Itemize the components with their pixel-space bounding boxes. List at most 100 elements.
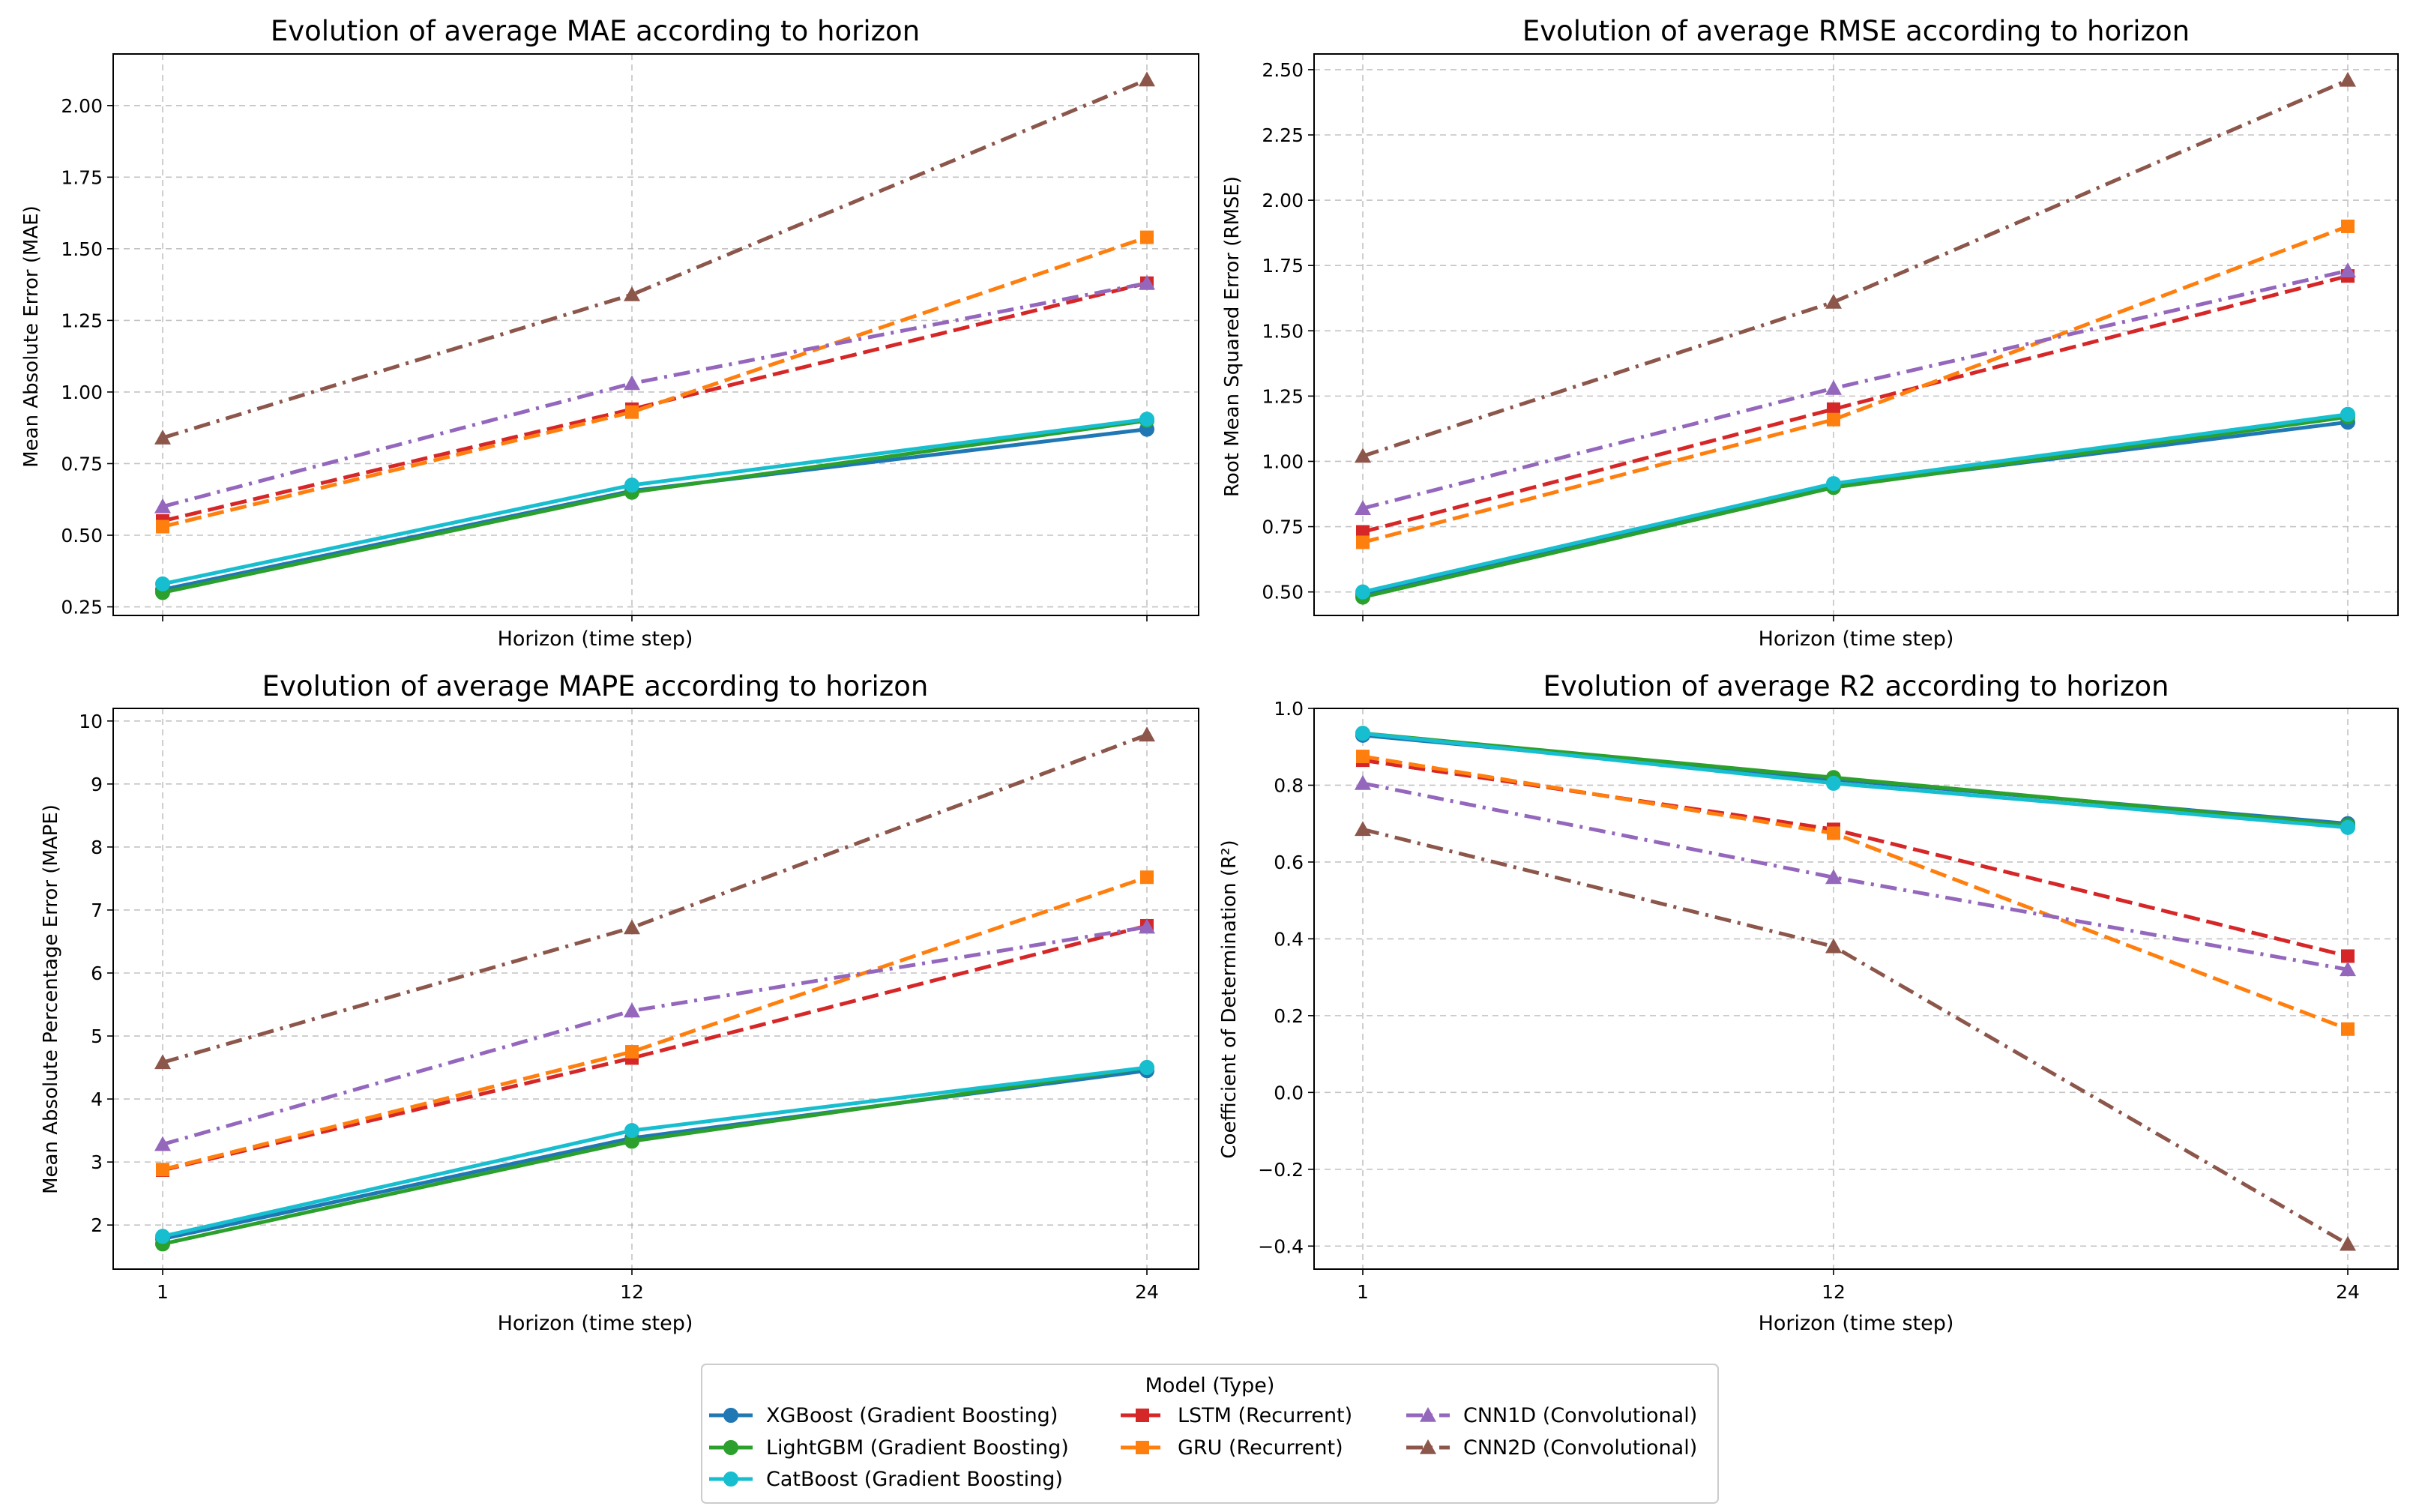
y-tick-label: −0.4: [1258, 1235, 1304, 1257]
data-point: [2341, 1022, 2355, 1036]
y-tick-label: 7: [91, 900, 103, 921]
x-axis-label: Horizon (time step): [1759, 627, 1954, 651]
data-point: [624, 1002, 640, 1018]
x-tick-label: 12: [620, 1281, 644, 1303]
legend-item: XGBoost (Gradient Boosting): [709, 1404, 1058, 1427]
y-tick-label: 2.25: [1262, 124, 1304, 146]
data-point: [1356, 750, 1370, 764]
data-point: [1827, 402, 1840, 416]
legend-label: XGBoost (Gradient Boosting): [766, 1404, 1058, 1427]
x-tick-label: 1: [157, 1281, 169, 1303]
data-point: [1139, 726, 1155, 742]
series-line: [1362, 224, 2349, 544]
plot-frame: [112, 53, 1199, 616]
series-line: [162, 875, 1148, 1172]
data-point: [1139, 71, 1155, 87]
data-point: [2340, 71, 2356, 87]
y-tick-label: 1.25: [61, 310, 103, 331]
data-point: [1139, 274, 1155, 290]
data-point: [155, 576, 170, 591]
data-point: [624, 286, 640, 301]
y-tick-label: 3: [91, 1151, 103, 1173]
y-tick-label: 1.00: [61, 382, 103, 403]
data-point: [1139, 1060, 1154, 1076]
data-point: [2340, 406, 2355, 422]
y-tick-label: 10: [79, 711, 103, 732]
legend-marker: [1420, 1407, 1436, 1422]
y-tick-label: 2.00: [1262, 190, 1304, 211]
data-point: [154, 498, 171, 513]
subplot-r2: Evolution of average R2 according to hor…: [1218, 670, 2399, 1335]
y-tick-label: 1.0: [1274, 698, 1304, 720]
y-tick-label: 6: [91, 963, 103, 984]
y-tick-label: 9: [91, 774, 103, 795]
data-point: [624, 1123, 639, 1139]
y-tick-label: 0.50: [61, 525, 103, 546]
data-point: [2340, 961, 2356, 977]
data-point: [1139, 918, 1155, 934]
legend-label: GRU (Recurrent): [1178, 1436, 1343, 1460]
data-point: [2341, 219, 2355, 233]
data-point: [1827, 826, 1840, 840]
data-point: [1355, 448, 1371, 463]
y-tick-label: 1.75: [1262, 255, 1304, 277]
data-point: [1825, 379, 1842, 395]
data-point: [2340, 262, 2356, 277]
legend-item: LightGBM (Gradient Boosting): [709, 1436, 1069, 1460]
legend-marker: [1420, 1439, 1436, 1454]
y-axis-label: Mean Absolute Error (MAE): [20, 205, 43, 468]
y-tick-label: 0.2: [1274, 1005, 1304, 1027]
legend-label: LightGBM (Gradient Boosting): [766, 1436, 1069, 1460]
data-point: [154, 1136, 171, 1151]
data-point: [1825, 293, 1842, 309]
data-point: [624, 919, 640, 935]
data-point: [2340, 819, 2355, 835]
y-tick-label: 0.8: [1274, 774, 1304, 796]
chart-title: Evolution of average MAE according to ho…: [271, 15, 920, 47]
subplot-rmse: Evolution of average RMSE according to h…: [1221, 15, 2399, 651]
y-tick-label: 0.75: [61, 453, 103, 475]
legend-item: CNN1D (Convolutional): [1406, 1404, 1697, 1427]
data-point: [1140, 870, 1154, 885]
legend-item: LSTM (Recurrent): [1121, 1404, 1352, 1427]
data-point: [1827, 412, 1840, 427]
legend-label: CNN2D (Convolutional): [1463, 1436, 1697, 1460]
data-point: [1355, 726, 1370, 741]
y-axis-label: Coefficient of Determination (R²): [1218, 840, 1241, 1158]
x-tick-label: 1: [1357, 1281, 1369, 1303]
y-tick-label: 2.00: [61, 95, 103, 117]
data-point: [1355, 500, 1371, 515]
data-point: [2340, 1235, 2356, 1251]
y-tick-label: 4: [91, 1088, 103, 1110]
y-tick-label: 1.00: [1262, 451, 1304, 472]
y-tick-label: 5: [91, 1025, 103, 1047]
legend-label: CNN1D (Convolutional): [1463, 1404, 1697, 1427]
chart-title: Evolution of average RMSE according to h…: [1522, 15, 2190, 47]
data-point: [625, 1045, 639, 1059]
x-tick-label: 24: [2336, 1281, 2360, 1303]
plot-frame: [1313, 708, 2399, 1270]
data-point: [624, 375, 640, 391]
legend: Model (Type) XGBoost (Gradient Boosting)…: [701, 1364, 1719, 1504]
data-point: [1826, 476, 1841, 492]
legend-marker: [1136, 1409, 1149, 1422]
y-tick-label: 0.4: [1274, 928, 1304, 950]
y-tick-label: −0.2: [1258, 1159, 1304, 1181]
chart-title: Evolution of average MAPE according to h…: [262, 670, 929, 702]
x-tick-label: 12: [1822, 1281, 1846, 1303]
y-axis-label: Root Mean Squared Error (RMSE): [1221, 176, 1244, 497]
y-tick-label: 2: [91, 1214, 103, 1236]
subplot-mae: Evolution of average MAE according to ho…: [20, 15, 1199, 651]
y-tick-label: 1.50: [61, 238, 103, 260]
data-point: [1825, 869, 1842, 885]
y-tick-label: 2.50: [1262, 59, 1304, 81]
data-point: [156, 519, 169, 534]
data-point: [624, 478, 639, 493]
data-point: [154, 430, 171, 445]
data-point: [1140, 230, 1154, 244]
y-tick-label: 1.50: [1262, 320, 1304, 342]
data-point: [1825, 938, 1842, 954]
data-point: [1355, 774, 1371, 790]
data-point: [155, 1229, 170, 1244]
